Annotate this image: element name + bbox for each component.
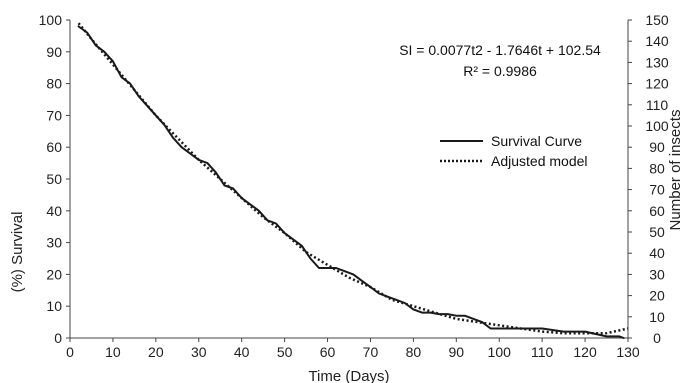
y-tick-label: 50 xyxy=(46,171,62,187)
y2-tick-label: 110 xyxy=(646,97,669,113)
y-tick-label: 90 xyxy=(46,44,62,60)
y2-tick-label: 10 xyxy=(649,309,665,325)
x-tick-label: 40 xyxy=(234,344,250,360)
y-tick-labels: 0 10 20 30 40 50 60 70 80 90 100 xyxy=(39,12,70,346)
y-tick-label: 70 xyxy=(46,107,62,123)
y2-tick-label: 80 xyxy=(649,160,665,176)
legend-label-survival-curve: Survival Curve xyxy=(491,133,582,149)
legend: Survival Curve Adjusted model xyxy=(440,133,588,169)
x-tick-label: 110 xyxy=(531,344,554,360)
y2-tick-label: 60 xyxy=(649,203,665,219)
y2-tick-label: 150 xyxy=(645,12,669,28)
x-tick-label: 20 xyxy=(148,344,164,360)
y2-tick-label: 40 xyxy=(649,245,665,261)
y2-tick-label: 140 xyxy=(645,33,669,49)
x-axis-title: Time (Days) xyxy=(308,368,389,383)
series-layer xyxy=(77,22,629,339)
y-tick-label: 80 xyxy=(46,76,62,92)
x-tick-label: 70 xyxy=(363,344,379,360)
x-tick-label: 0 xyxy=(66,344,74,360)
y2-tick-label: 90 xyxy=(649,139,665,155)
y2-tick-label: 100 xyxy=(645,118,669,134)
legend-label-adjusted-model: Adjusted model xyxy=(491,153,588,169)
x-tick-label: 130 xyxy=(616,344,640,360)
y-axis-title: (%) Survival xyxy=(9,212,26,293)
y-tick-label: 30 xyxy=(46,235,62,251)
series-line-survival-curve xyxy=(77,25,625,339)
x-tick-labels: 0 10 20 30 40 50 60 70 80 90 100 110 120 130 xyxy=(66,338,640,360)
y2-tick-label: 70 xyxy=(649,182,665,198)
x-tick-label: 120 xyxy=(573,344,597,360)
y-tick-label: 10 xyxy=(46,298,62,314)
y-tick-label: 100 xyxy=(39,12,63,28)
x-tick-label: 100 xyxy=(488,344,512,360)
x-tick-label: 10 xyxy=(105,344,121,360)
y-tick-label: 20 xyxy=(46,266,62,282)
y2-tick-labels: 0 10 20 30 40 50 60 70 80 90 100 110 120 130 140 150 xyxy=(628,12,669,346)
x-tick-label: 30 xyxy=(191,344,207,360)
y-tick-label: 40 xyxy=(46,203,62,219)
r-squared-label: R² = 0.9986 xyxy=(463,63,537,79)
series-line-adjusted-model xyxy=(77,22,629,335)
y2-tick-label: 130 xyxy=(645,54,669,70)
x-tick-label: 60 xyxy=(320,344,336,360)
y2-tick-label: 50 xyxy=(649,224,665,240)
y2-tick-label: 20 xyxy=(649,288,665,304)
y2-tick-label: 0 xyxy=(653,330,661,346)
x-tick-label: 80 xyxy=(406,344,422,360)
axes xyxy=(69,20,629,339)
y2-axis-title: Number of insects xyxy=(667,110,684,231)
regression-equation: SI = 0.0077t2 - 1.7646t + 102.54 xyxy=(399,42,601,58)
y-tick-label: 60 xyxy=(46,139,62,155)
y-tick-label: 0 xyxy=(54,330,62,346)
x-tick-label: 50 xyxy=(277,344,293,360)
y2-tick-label: 30 xyxy=(649,266,665,282)
y2-tick-label: 120 xyxy=(645,76,669,92)
x-tick-label: 90 xyxy=(449,344,465,360)
